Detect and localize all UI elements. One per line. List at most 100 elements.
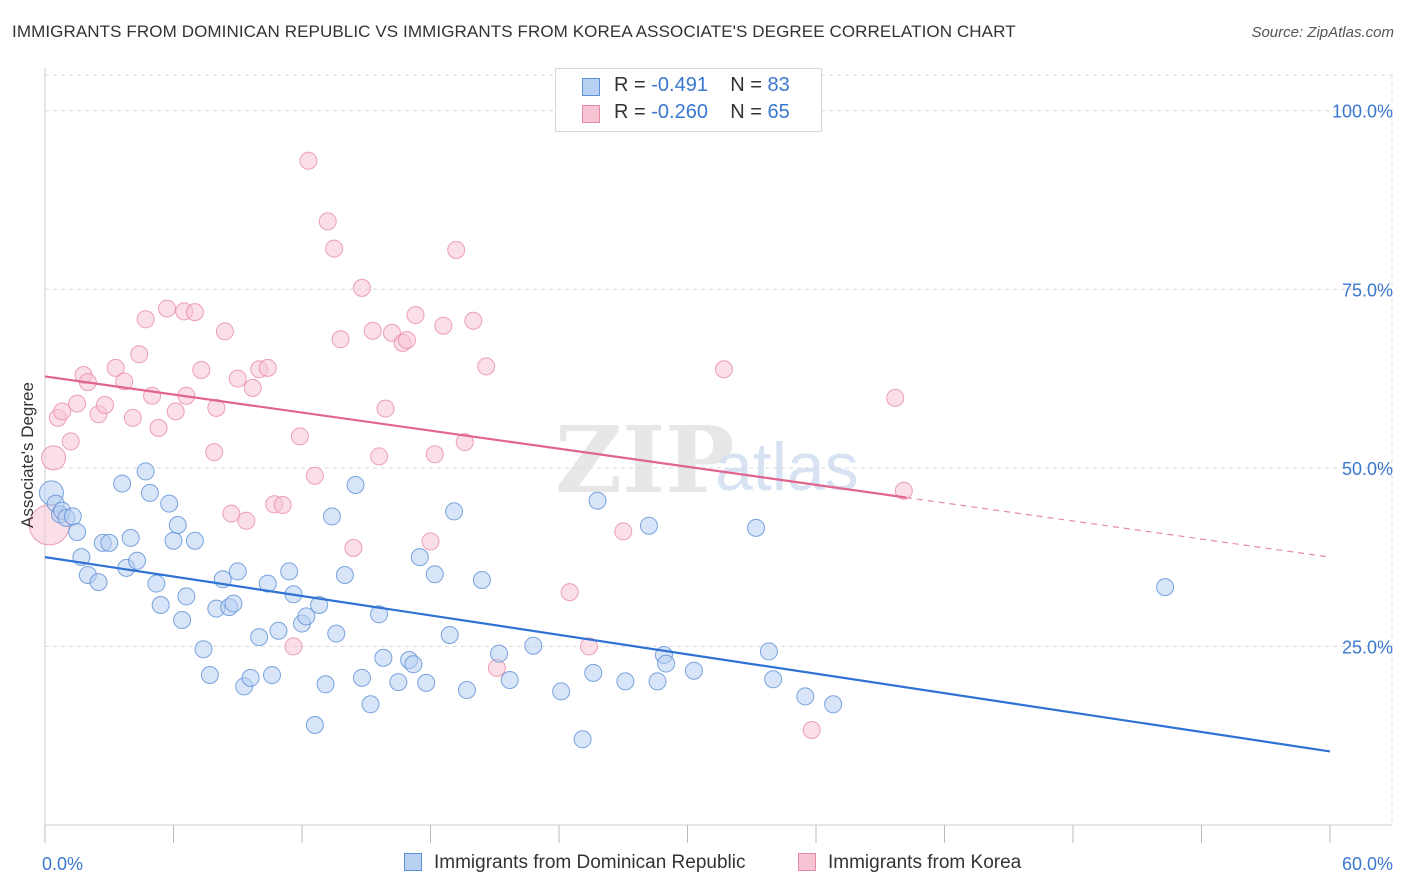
x-tick-label: 60.0% bbox=[1342, 854, 1393, 874]
point-dominican bbox=[425, 565, 444, 584]
point-korea bbox=[95, 396, 114, 414]
point-dominican bbox=[410, 548, 429, 567]
point-korea bbox=[136, 310, 155, 329]
point-dominican bbox=[490, 644, 509, 663]
point-dominican bbox=[68, 523, 87, 542]
point-dominican bbox=[164, 531, 183, 550]
point-korea bbox=[258, 358, 277, 377]
bottom-legend-korea: Immigrants from Korea bbox=[798, 852, 1021, 874]
point-korea bbox=[397, 331, 416, 349]
point-dominican bbox=[128, 551, 147, 570]
point-korea bbox=[299, 151, 318, 170]
legend-n-value: 83 bbox=[767, 74, 790, 96]
point-dominican bbox=[684, 661, 703, 680]
point-korea bbox=[207, 398, 226, 417]
point-dominican bbox=[151, 596, 170, 614]
tick-labels: 25.0% 50.0% 75.0% 100.0% 0.0% 60.0% bbox=[42, 102, 1393, 874]
chart-title: IMMIGRANTS FROM DOMINICAN REPUBLIC VS IM… bbox=[12, 22, 1016, 41]
point-korea bbox=[61, 432, 80, 451]
point-dominican bbox=[824, 695, 843, 714]
y-tick-label: 75.0% bbox=[1342, 280, 1393, 300]
point-dominican bbox=[316, 675, 335, 694]
bottom-legend-dominican: Immigrants from Dominican Republic bbox=[404, 852, 746, 874]
point-dominican bbox=[63, 507, 82, 526]
point-korea bbox=[115, 372, 134, 391]
point-dominican bbox=[140, 483, 159, 502]
point-korea bbox=[344, 538, 363, 557]
bottom-legend-swatch-korea bbox=[798, 853, 816, 871]
point-dominican bbox=[440, 626, 459, 644]
point-korea bbox=[894, 481, 913, 500]
point-dominican bbox=[173, 611, 192, 629]
point-dominican bbox=[500, 671, 519, 689]
point-dominican bbox=[639, 516, 658, 535]
point-korea bbox=[477, 357, 496, 376]
point-dominican bbox=[389, 673, 408, 692]
y-tick-label: 100.0% bbox=[1332, 102, 1393, 122]
point-korea bbox=[318, 212, 337, 231]
point-dominican bbox=[573, 730, 592, 749]
point-dominican bbox=[322, 507, 341, 526]
point-dominican bbox=[472, 571, 491, 589]
point-dominican bbox=[177, 587, 196, 606]
point-korea bbox=[425, 445, 444, 464]
point-korea bbox=[464, 311, 483, 330]
point-dominican bbox=[89, 573, 108, 592]
point-dominican bbox=[310, 596, 329, 614]
point-dominican bbox=[224, 594, 243, 613]
legend-n-label: N = bbox=[730, 74, 762, 96]
point-korea bbox=[305, 466, 324, 485]
point-korea bbox=[290, 427, 309, 446]
point-korea bbox=[273, 496, 292, 514]
point-korea bbox=[284, 637, 303, 656]
point-dominican bbox=[160, 494, 179, 513]
point-dominican bbox=[657, 654, 676, 673]
point-korea bbox=[228, 369, 247, 388]
point-dominican bbox=[335, 566, 354, 584]
point-korea bbox=[205, 443, 224, 462]
point-korea bbox=[325, 239, 344, 258]
point-korea bbox=[802, 721, 821, 739]
legend-text-korea: R = -0.260 N = 65 bbox=[614, 101, 790, 124]
point-dominican bbox=[616, 672, 635, 691]
bottom-legend-swatch-dominican bbox=[404, 853, 422, 871]
point-dominican bbox=[1156, 578, 1175, 597]
point-dominican bbox=[584, 663, 603, 682]
point-dominican bbox=[228, 562, 247, 581]
point-korea bbox=[215, 322, 234, 341]
point-korea bbox=[123, 408, 142, 427]
bottom-legend-label-dominican: Immigrants from Dominican Republic bbox=[434, 852, 746, 873]
trendline-dominican bbox=[44, 556, 1331, 753]
legend-r-label: R = bbox=[614, 101, 646, 123]
legend-r-value: -0.260 bbox=[651, 101, 708, 123]
point-korea bbox=[421, 532, 440, 551]
point-dominican bbox=[764, 670, 783, 689]
point-korea bbox=[41, 445, 67, 471]
x-tick-label: 0.0% bbox=[42, 854, 83, 874]
point-korea bbox=[376, 399, 395, 418]
point-korea bbox=[714, 360, 733, 379]
point-korea bbox=[560, 583, 579, 602]
point-dominican bbox=[327, 624, 346, 643]
point-dominican bbox=[417, 673, 436, 692]
point-dominican bbox=[241, 668, 260, 687]
point-korea bbox=[243, 378, 262, 397]
point-dominican bbox=[305, 716, 324, 734]
point-dominican bbox=[200, 666, 219, 684]
trend-lines bbox=[44, 375, 1331, 753]
point-dominican bbox=[263, 666, 282, 684]
watermark: ZIP atlas bbox=[555, 406, 859, 514]
point-korea bbox=[53, 402, 72, 421]
point-dominican bbox=[168, 516, 187, 534]
point-dominican bbox=[269, 621, 288, 640]
data-points bbox=[28, 151, 1175, 749]
point-korea bbox=[886, 388, 905, 407]
point-dominican bbox=[552, 682, 571, 701]
point-korea bbox=[222, 504, 241, 523]
point-dominican bbox=[136, 462, 155, 481]
point-korea bbox=[166, 402, 185, 421]
legend-n-label: N = bbox=[730, 101, 762, 123]
legend-swatch-dominican bbox=[582, 78, 600, 96]
point-korea bbox=[614, 522, 633, 541]
point-korea bbox=[406, 306, 425, 324]
